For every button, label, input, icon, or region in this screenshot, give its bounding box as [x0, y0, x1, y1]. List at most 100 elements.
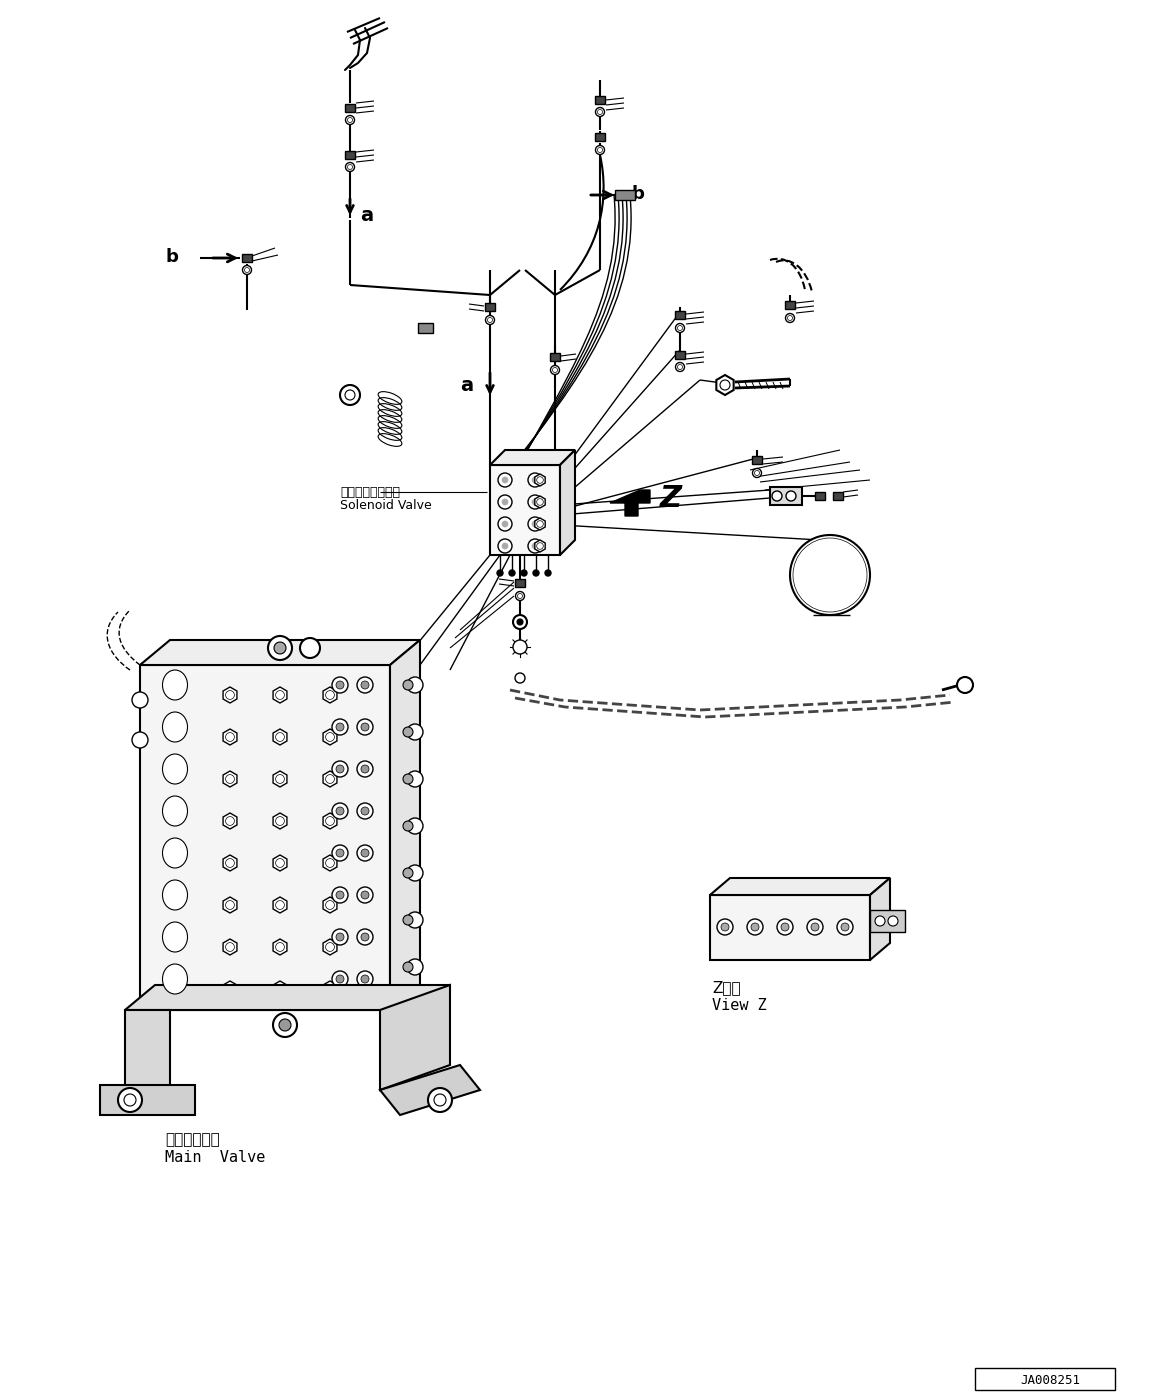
Circle shape — [545, 569, 551, 576]
Bar — [515, 579, 525, 588]
Bar — [785, 301, 795, 309]
Circle shape — [267, 637, 292, 660]
Circle shape — [502, 499, 508, 505]
Polygon shape — [709, 895, 870, 960]
Circle shape — [357, 761, 373, 776]
Circle shape — [357, 803, 373, 818]
Text: b: b — [165, 248, 178, 266]
Circle shape — [528, 539, 542, 553]
Polygon shape — [140, 639, 420, 665]
Text: Z　視: Z 視 — [712, 981, 741, 996]
Circle shape — [357, 845, 373, 860]
Bar — [815, 492, 825, 499]
Circle shape — [837, 919, 852, 935]
Circle shape — [273, 1013, 297, 1037]
Circle shape — [407, 818, 423, 834]
Circle shape — [428, 1088, 452, 1112]
Bar — [242, 255, 252, 262]
Circle shape — [531, 477, 538, 483]
Circle shape — [875, 916, 885, 926]
Polygon shape — [709, 879, 890, 895]
Bar — [345, 104, 355, 112]
Circle shape — [957, 677, 973, 693]
Circle shape — [336, 681, 344, 688]
Polygon shape — [323, 813, 337, 830]
Circle shape — [331, 677, 348, 693]
Bar — [752, 456, 762, 464]
Polygon shape — [223, 813, 237, 830]
Circle shape — [407, 677, 423, 693]
Circle shape — [528, 495, 542, 509]
Circle shape — [243, 266, 251, 274]
Circle shape — [676, 362, 685, 372]
Circle shape — [498, 473, 512, 487]
Polygon shape — [140, 665, 390, 1010]
Circle shape — [361, 807, 369, 816]
Polygon shape — [273, 981, 287, 997]
Circle shape — [502, 477, 508, 483]
Text: a: a — [461, 375, 473, 395]
Polygon shape — [124, 1010, 170, 1090]
Circle shape — [336, 891, 344, 900]
Circle shape — [361, 933, 369, 942]
Polygon shape — [273, 855, 287, 872]
Circle shape — [336, 849, 344, 858]
Circle shape — [357, 971, 373, 988]
Polygon shape — [273, 729, 287, 746]
Circle shape — [357, 677, 373, 693]
Circle shape — [407, 958, 423, 975]
Text: b: b — [632, 185, 644, 203]
Ellipse shape — [163, 880, 187, 909]
Bar — [595, 97, 605, 104]
Bar — [615, 190, 635, 200]
Circle shape — [518, 618, 523, 625]
Circle shape — [595, 108, 605, 116]
Polygon shape — [380, 1065, 480, 1115]
Circle shape — [407, 725, 423, 740]
Bar — [485, 304, 495, 311]
Circle shape — [533, 569, 538, 576]
Circle shape — [513, 616, 527, 630]
Polygon shape — [223, 687, 237, 704]
Polygon shape — [535, 474, 545, 485]
Circle shape — [498, 518, 512, 532]
Polygon shape — [323, 981, 337, 997]
Polygon shape — [323, 771, 337, 788]
Ellipse shape — [163, 754, 187, 783]
Circle shape — [345, 116, 355, 125]
Text: Main  Valve: Main Valve — [165, 1150, 265, 1165]
Circle shape — [531, 520, 538, 527]
Circle shape — [718, 919, 733, 935]
Polygon shape — [323, 729, 337, 746]
Circle shape — [498, 495, 512, 509]
Polygon shape — [273, 897, 287, 914]
Circle shape — [531, 499, 538, 505]
Text: Z: Z — [659, 484, 683, 512]
Circle shape — [515, 673, 525, 683]
Circle shape — [331, 929, 348, 944]
Polygon shape — [124, 985, 450, 1010]
Ellipse shape — [163, 796, 187, 825]
Circle shape — [404, 821, 413, 831]
Circle shape — [361, 849, 369, 858]
Bar — [675, 351, 685, 360]
Circle shape — [521, 569, 527, 576]
Polygon shape — [323, 687, 337, 704]
Polygon shape — [273, 771, 287, 788]
Circle shape — [751, 923, 759, 930]
Circle shape — [752, 469, 762, 477]
Bar — [770, 487, 802, 505]
Circle shape — [407, 912, 423, 928]
Circle shape — [404, 727, 413, 737]
Circle shape — [772, 491, 782, 501]
Circle shape — [498, 539, 512, 553]
Ellipse shape — [163, 964, 187, 995]
Polygon shape — [100, 1086, 195, 1115]
Polygon shape — [716, 375, 734, 395]
Circle shape — [340, 385, 361, 404]
Circle shape — [357, 929, 373, 944]
Bar — [975, 1368, 1115, 1391]
Polygon shape — [223, 897, 237, 914]
Polygon shape — [223, 939, 237, 956]
Polygon shape — [273, 687, 287, 704]
